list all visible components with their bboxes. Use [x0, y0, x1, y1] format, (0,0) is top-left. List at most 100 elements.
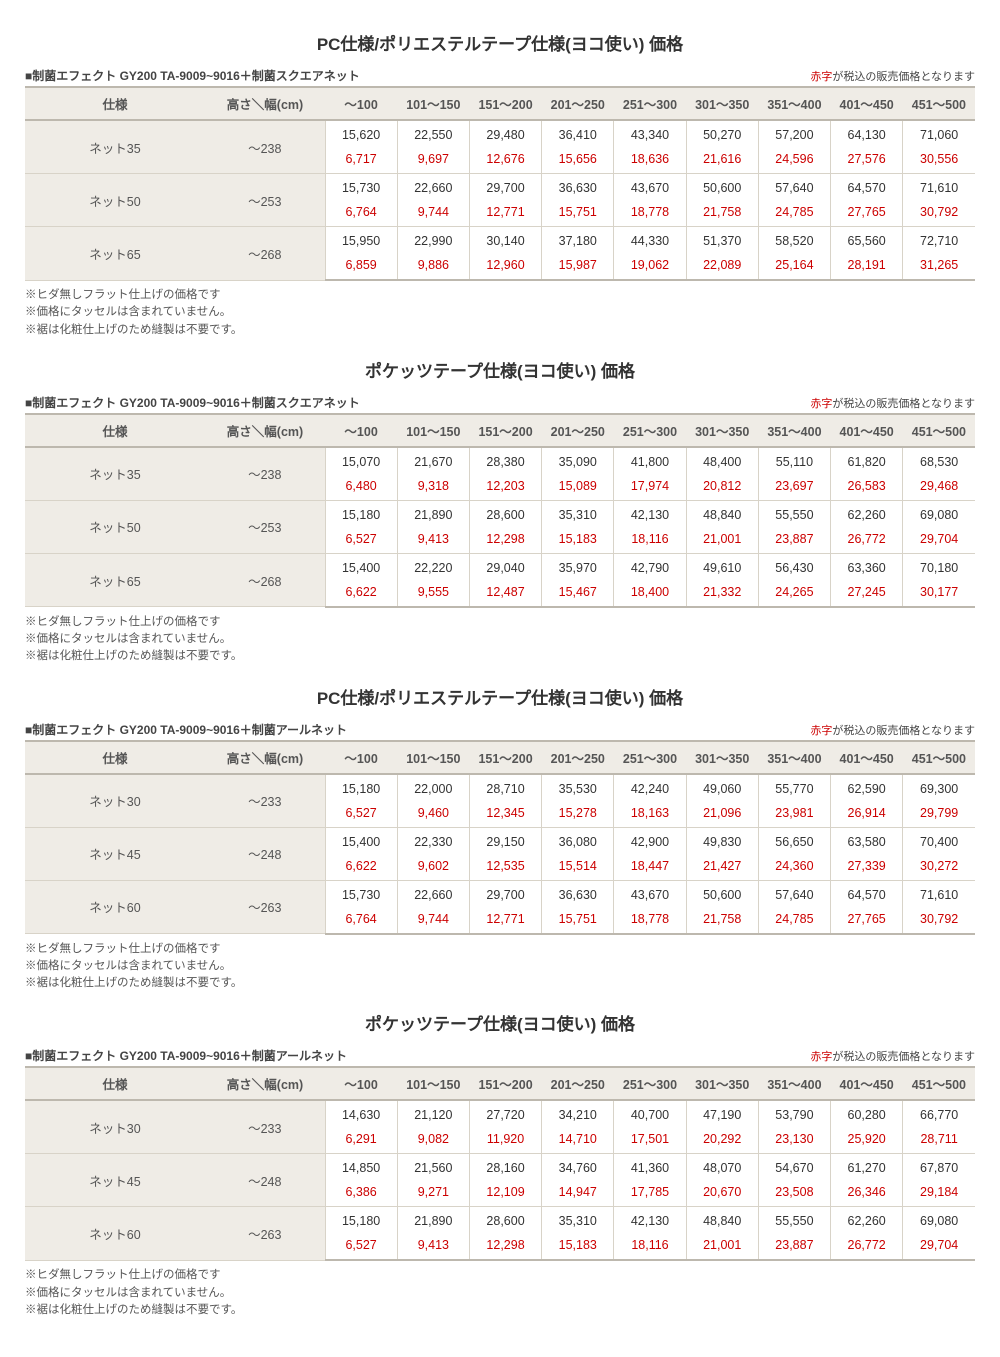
price-cell: 14,630 [325, 1100, 397, 1127]
price-cell-tax: 24,785 [758, 200, 830, 227]
price-cell: 70,180 [903, 553, 975, 580]
table-preheader: ■制菌エフェクト GY200 TA-9009~9016＋制菌アールネット 赤字が… [25, 1047, 975, 1064]
height-cell: ～268 [205, 227, 325, 281]
price-cell: 47,190 [686, 1100, 758, 1127]
preheader-right: 赤字が税込の販売価格となります [810, 395, 975, 411]
col-height: 高さ＼幅(cm) [205, 87, 325, 120]
price-cell: 71,060 [903, 120, 975, 147]
col-width-range: 401～450 [831, 87, 903, 120]
section-title: ポケッツテープ仕様(ヨコ使い) 価格 [25, 1010, 975, 1035]
height-cell: ～268 [205, 553, 325, 607]
price-cell: 61,270 [831, 1154, 903, 1181]
price-cell: 15,400 [325, 553, 397, 580]
price-cell: 57,640 [758, 880, 830, 907]
price-cell: 36,410 [542, 120, 614, 147]
col-width-range: 301～350 [686, 87, 758, 120]
price-cell: 35,530 [542, 774, 614, 801]
price-cell-tax: 6,764 [325, 907, 397, 934]
table-row: ネット30 ～23315,18022,00028,71035,53042,240… [25, 774, 975, 801]
col-width-range: 151～200 [469, 1067, 541, 1100]
price-cell-tax: 15,089 [542, 474, 614, 501]
price-cell: 40,700 [614, 1100, 686, 1127]
price-cell: 69,300 [903, 774, 975, 801]
spec-cell: ネット65 [25, 227, 205, 281]
price-cell-tax: 12,345 [469, 801, 541, 828]
col-width-range: ～100 [325, 87, 397, 120]
page-root: PC仕様/ポリエステルテープ仕様(ヨコ使い) 価格 ■制菌エフェクト GY200… [25, 30, 975, 1319]
price-cell-tax: 20,812 [686, 474, 758, 501]
price-cell: 15,180 [325, 774, 397, 801]
price-cell-tax: 17,785 [614, 1180, 686, 1207]
price-cell-tax: 9,318 [397, 474, 469, 501]
preheader-right: 赤字が税込の販売価格となります [810, 722, 975, 738]
price-cell-tax: 30,177 [903, 580, 975, 607]
notes: ※ヒダ無しフラット仕上げの価格です※価格にタッセルは含まれていません。※裾は化粧… [25, 941, 975, 993]
col-width-range: ～100 [325, 414, 397, 447]
price-cell-tax: 15,751 [542, 200, 614, 227]
price-cell: 35,970 [542, 553, 614, 580]
price-cell: 43,670 [614, 880, 686, 907]
price-cell-tax: 9,271 [397, 1180, 469, 1207]
spec-cell: ネット30 [25, 774, 205, 828]
price-cell: 55,770 [758, 774, 830, 801]
note-line: ※ヒダ無しフラット仕上げの価格です [25, 941, 975, 958]
price-cell-tax: 9,413 [397, 527, 469, 554]
spec-cell: ネット60 [25, 1207, 205, 1261]
price-cell: 64,570 [831, 880, 903, 907]
price-cell-tax: 21,332 [686, 580, 758, 607]
price-cell: 41,800 [614, 447, 686, 474]
price-cell: 21,120 [397, 1100, 469, 1127]
price-cell: 30,140 [469, 227, 541, 254]
price-cell: 42,130 [614, 1207, 686, 1234]
price-cell: 28,380 [469, 447, 541, 474]
price-cell: 41,360 [614, 1154, 686, 1181]
section-title: ポケッツテープ仕様(ヨコ使い) 価格 [25, 357, 975, 382]
price-cell-tax: 23,697 [758, 474, 830, 501]
price-cell: 48,070 [686, 1154, 758, 1181]
price-cell: 49,830 [686, 827, 758, 854]
height-cell: ～253 [205, 500, 325, 553]
price-cell-tax: 12,771 [469, 200, 541, 227]
price-cell-tax: 27,245 [831, 580, 903, 607]
price-cell: 49,610 [686, 553, 758, 580]
note-line: ※裾は化粧仕上げのため縫製は不要です。 [25, 975, 975, 992]
height-cell: ～233 [205, 1100, 325, 1154]
col-width-range: 451～500 [903, 1067, 975, 1100]
price-cell: 63,360 [831, 553, 903, 580]
notes: ※ヒダ無しフラット仕上げの価格です※価格にタッセルは含まれていません。※裾は化粧… [25, 287, 975, 339]
note-line: ※ヒダ無しフラット仕上げの価格です [25, 1267, 975, 1284]
spec-cell: ネット30 [25, 1100, 205, 1154]
price-cell-tax: 18,116 [614, 527, 686, 554]
note-line: ※ヒダ無しフラット仕上げの価格です [25, 614, 975, 631]
height-cell: ～238 [205, 120, 325, 174]
note-line: ※ヒダ無しフラット仕上げの価格です [25, 287, 975, 304]
note-line: ※裾は化粧仕上げのため縫製は不要です。 [25, 1302, 975, 1319]
col-width-range: ～100 [325, 1067, 397, 1100]
price-cell: 15,950 [325, 227, 397, 254]
note-line: ※価格にタッセルは含まれていません。 [25, 958, 975, 975]
price-cell: 35,310 [542, 500, 614, 527]
price-cell-tax: 9,460 [397, 801, 469, 828]
price-cell-tax: 15,987 [542, 253, 614, 280]
col-width-range: 101～150 [397, 741, 469, 774]
price-cell-tax: 11,920 [469, 1127, 541, 1154]
price-cell: 69,080 [903, 500, 975, 527]
price-cell-tax: 27,339 [831, 854, 903, 881]
price-cell-tax: 27,576 [831, 147, 903, 174]
price-cell-tax: 26,772 [831, 527, 903, 554]
price-cell: 21,890 [397, 1207, 469, 1234]
price-cell: 58,520 [758, 227, 830, 254]
price-cell-tax: 12,487 [469, 580, 541, 607]
price-cell: 69,080 [903, 1207, 975, 1234]
price-cell-tax: 6,386 [325, 1180, 397, 1207]
col-width-range: 301～350 [686, 1067, 758, 1100]
price-cell: 28,160 [469, 1154, 541, 1181]
price-cell-tax: 30,556 [903, 147, 975, 174]
note-line: ※価格にタッセルは含まれていません。 [25, 304, 975, 321]
price-cell: 62,260 [831, 1207, 903, 1234]
price-cell: 50,270 [686, 120, 758, 147]
price-cell: 57,200 [758, 120, 830, 147]
price-cell-tax: 12,298 [469, 527, 541, 554]
section-title: PC仕様/ポリエステルテープ仕様(ヨコ使い) 価格 [25, 684, 975, 709]
price-cell-tax: 21,758 [686, 907, 758, 934]
